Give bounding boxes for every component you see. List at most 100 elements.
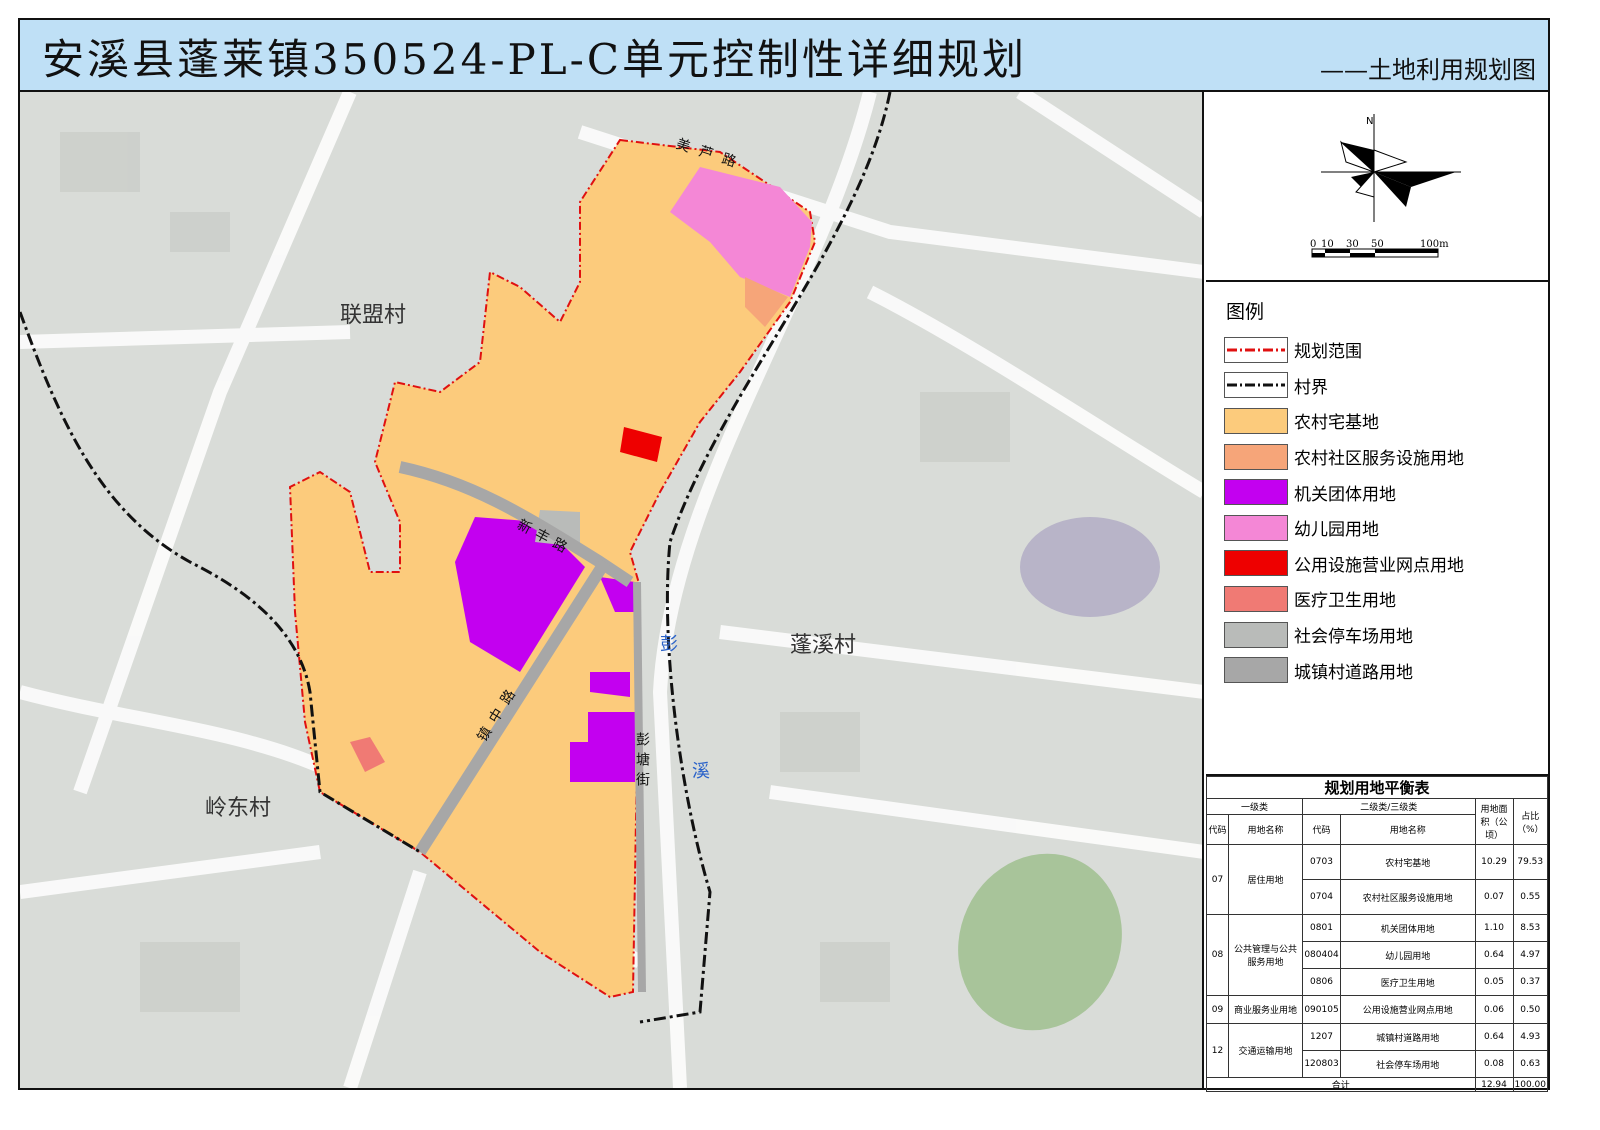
medical-zone — [350, 737, 385, 772]
total-area: 12.94 — [1474, 1077, 1514, 1092]
svg-text:10: 10 — [1321, 239, 1334, 250]
public-utility-outlet-zone — [620, 427, 662, 462]
svg-text:0: 0 — [1310, 239, 1316, 250]
legend-label: 城镇村道路用地 — [1294, 662, 1413, 683]
cell-name: 农村宅基地 — [1340, 844, 1476, 880]
map-title: 安溪县蓬莱镇350524-PL-C单元控制性详细规划 — [42, 35, 1027, 84]
group-name: 居住用地 — [1228, 844, 1303, 915]
total-ratio: 100.00 — [1512, 1077, 1548, 1092]
title-bar: 安溪县蓬莱镇350524-PL-C单元控制性详细规划 ——土地利用规划图 — [20, 20, 1548, 92]
cell-code: 120803 — [1302, 1050, 1341, 1078]
legend-label: 社会停车场用地 — [1294, 627, 1413, 648]
cell-area: 10.29 — [1474, 844, 1514, 880]
table-row: 120803 社会停车场用地 0.08 0.63 — [1207, 1050, 1548, 1078]
legend-item: 农村宅基地 — [1224, 403, 1464, 439]
table-row: 09 商业服务业用地 090105 公用设施营业网点用地 0.06 0.50 — [1206, 995, 1548, 1024]
cell-area: 0.64 — [1474, 941, 1514, 969]
legend-swatch — [1224, 550, 1288, 577]
legend-item: 规划范围 — [1224, 332, 1464, 368]
legend-label: 机关团体用地 — [1294, 484, 1396, 505]
table-row: 0704 农村社区服务设施用地 0.07 0.55 — [1207, 879, 1548, 915]
legend-swatch — [1224, 336, 1288, 363]
legend-label: 村界 — [1294, 377, 1328, 398]
cell-area: 0.05 — [1474, 968, 1514, 996]
cell-name: 医疗卫生用地 — [1340, 968, 1476, 996]
header-name2: 用地名称 — [1340, 814, 1476, 845]
legend-swatch — [1224, 514, 1288, 541]
village-label-pengxi: 蓬溪村 — [790, 633, 857, 658]
legend-item: 公用设施营业网点用地 — [1224, 546, 1464, 582]
cell-ratio: 0.55 — [1512, 879, 1548, 915]
cell-name: 公用设施营业网点用地 — [1340, 995, 1476, 1024]
total-row: 合计 12.94 100.00 — [1206, 1077, 1548, 1092]
legend-item: 幼儿园用地 — [1224, 510, 1464, 546]
legend: 规划范围村界农村宅基地农村社区服务设施用地 机关团体用地幼儿园用地 公用设施营业网点… — [1224, 332, 1464, 688]
cell-name: 机关团体用地 — [1340, 914, 1476, 942]
legend-swatch — [1224, 443, 1288, 470]
road-xinfeng — [398, 461, 634, 587]
legend-item: 城镇村道路用地 — [1224, 652, 1464, 688]
cell-area: 0.07 — [1474, 879, 1514, 915]
road-pengtang — [633, 581, 646, 993]
legend-swatch — [1224, 372, 1288, 399]
cell-code: 0806 — [1302, 968, 1341, 996]
legend-item: 社会停车场用地 — [1224, 617, 1464, 653]
legend-title: 图例 — [1226, 301, 1265, 323]
cell-code: 0703 — [1302, 844, 1341, 880]
header-code1: 代码 — [1206, 814, 1229, 845]
cell-code: 0801 — [1302, 914, 1341, 942]
table-row: 12 交通运输用地 1207 城镇村道路用地 0.64 4.93 — [1206, 1023, 1548, 1078]
road-label-pengtang: 彭塘街 — [634, 732, 650, 792]
land-use-map — [20, 92, 1202, 1088]
cell-ratio: 0.37 — [1512, 968, 1548, 996]
map-area[interactable]: 联盟村 蓬溪村 岭东村 美芦路 新丰路 镇中路 彭塘街 彭 溪 — [20, 92, 1204, 1088]
cell-code: 090105 — [1302, 995, 1341, 1024]
header-name1: 用地名称 — [1228, 814, 1303, 845]
compass-scale: N 0 10 30 50 100m — [1206, 92, 1548, 282]
cell-code: 080404 — [1302, 941, 1341, 969]
total-label: 合计 — [1206, 1077, 1476, 1092]
cell-ratio: 79.53 — [1512, 844, 1548, 880]
legend-swatch — [1224, 407, 1288, 434]
group-code: 09 — [1206, 995, 1229, 1024]
cell-code: 1207 — [1302, 1023, 1341, 1051]
side-panel: N 0 10 30 50 100m 图例 规划范围 村界 农村宅基地 农村社区服务设施用地… — [1206, 92, 1548, 1092]
cell-ratio: 8.53 — [1512, 914, 1548, 942]
map-subtitle: ——土地利用规划图 — [1320, 56, 1536, 84]
group-code: 12 — [1206, 1023, 1229, 1078]
village-boundary — [20, 92, 892, 1024]
table-title: 规划用地平衡表 — [1206, 776, 1548, 799]
cell-name: 幼儿园用地 — [1340, 941, 1476, 969]
header-area: 用地面积（公顷） — [1474, 798, 1514, 845]
legend-label: 规划范围 — [1294, 342, 1362, 363]
svg-text:50: 50 — [1371, 239, 1384, 250]
header-ratio: 占比（%） — [1512, 798, 1548, 845]
land-balance-table: 规划用地平衡表 一级类 二级类/三级类 用地面积（公顷） 占比（%） 代码 用地名称 代码… — [1206, 774, 1548, 1092]
legend-label: 农村宅基地 — [1294, 413, 1379, 434]
table-row: 080404 幼儿园用地 0.64 4.97 — [1207, 941, 1548, 969]
group-name: 公共管理与公共服务用地 — [1228, 914, 1303, 996]
sports-field-south — [958, 853, 1122, 1031]
cell-name: 社会停车场用地 — [1340, 1050, 1476, 1078]
cell-area: 1.10 — [1474, 914, 1514, 942]
cell-ratio: 0.63 — [1512, 1050, 1548, 1078]
village-label-lingdong: 岭东村 — [205, 796, 272, 821]
legend-swatch — [1224, 585, 1288, 612]
group-name: 商业服务业用地 — [1228, 995, 1303, 1024]
map-frame: 安溪县蓬莱镇350524-PL-C单元控制性详细规划 ——土地利用规划图 联盟村… — [18, 18, 1550, 1092]
village-label-lianmeng: 联盟村 — [340, 303, 407, 328]
svg-text:N: N — [1366, 116, 1373, 127]
header-level1: 一级类 — [1206, 798, 1303, 815]
svg-text:30: 30 — [1346, 239, 1359, 250]
river-label-2: 溪 — [692, 761, 710, 782]
group-name: 交通运输用地 — [1228, 1023, 1303, 1078]
legend-label: 医疗卫生用地 — [1294, 591, 1396, 612]
legend-label: 农村社区服务设施用地 — [1294, 449, 1464, 470]
sports-field-east — [1020, 517, 1160, 617]
wind-rose-icon: N 0 10 30 50 100m — [1310, 114, 1461, 258]
header-level2: 二级类/三级类 — [1302, 798, 1476, 815]
government-zone-4 — [570, 712, 635, 782]
group-code: 07 — [1206, 844, 1229, 915]
road-zhenzhong — [414, 558, 611, 856]
kindergarten-zone — [670, 167, 812, 297]
